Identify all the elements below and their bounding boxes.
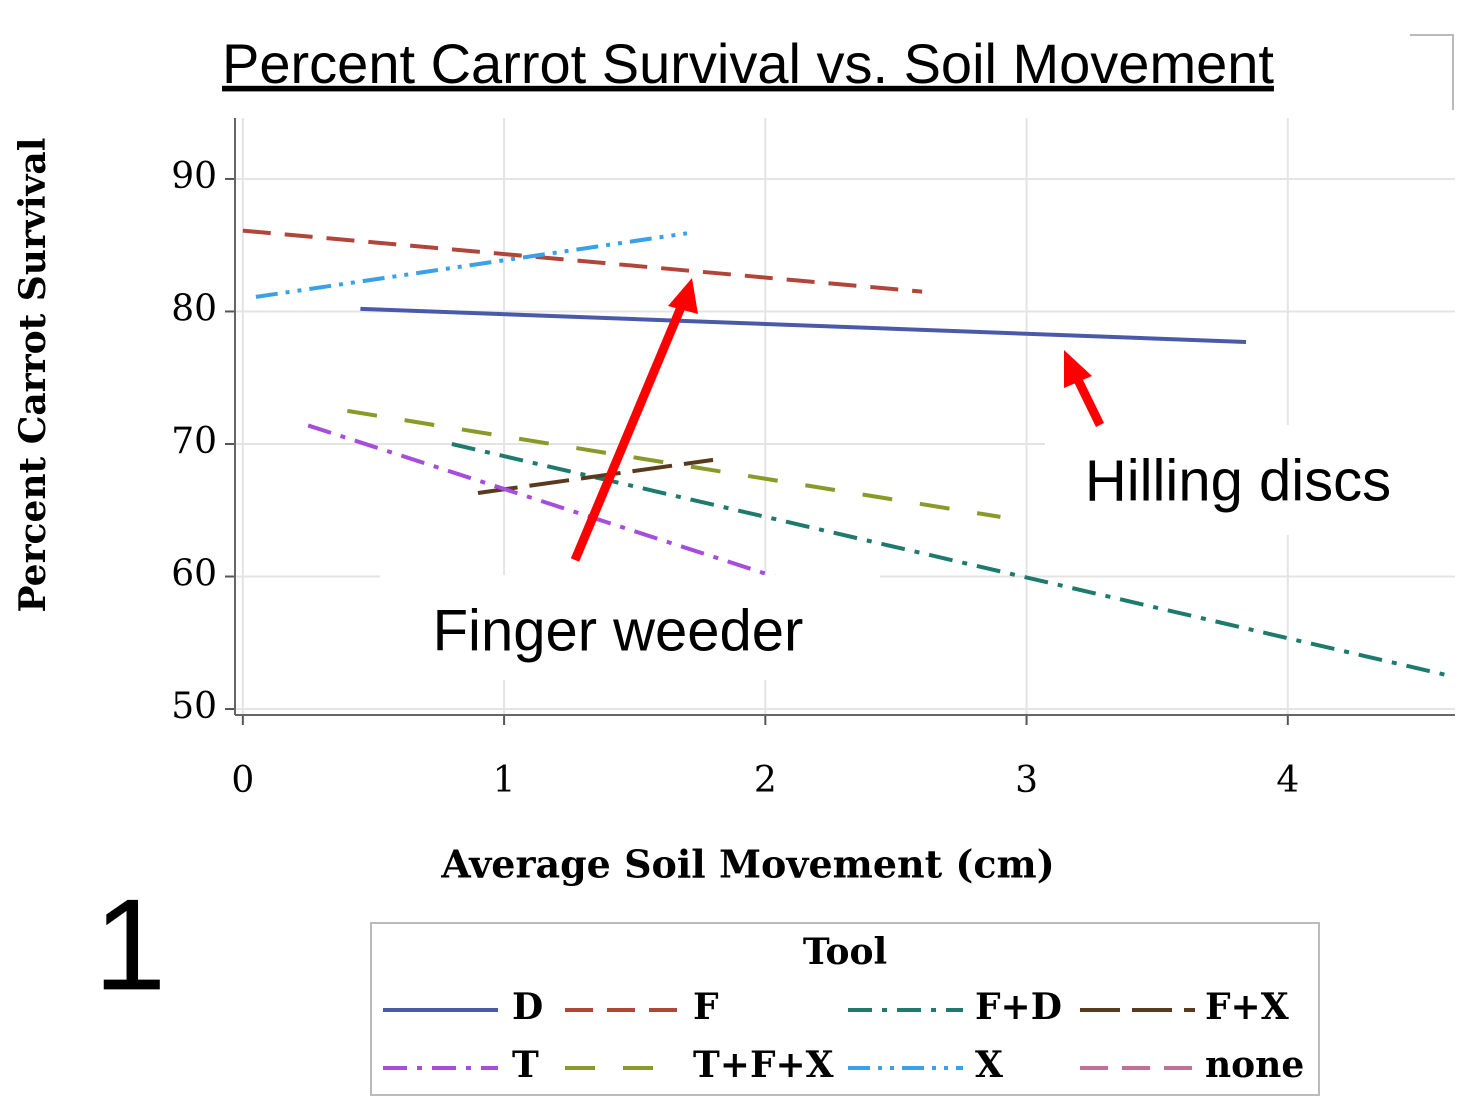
x-tick-label: 0 (231, 760, 254, 801)
panel-number: 1 (94, 871, 166, 1017)
annotation: Finger weeder (433, 598, 804, 663)
legend-box (370, 922, 1320, 1096)
series-line (242, 228, 923, 294)
legend-label: D (512, 986, 543, 1028)
y-tick-label: 80 (171, 288, 217, 329)
y-tick-label: 50 (171, 686, 217, 727)
series-line (347, 408, 1001, 519)
legend-label: F+X (1205, 986, 1289, 1028)
annotations: Finger weeder Hilling discs (380, 278, 1460, 680)
legend-title: Tool (803, 931, 887, 973)
arrow (1073, 378, 1105, 427)
annotation-box (380, 575, 880, 680)
series-line (360, 306, 1247, 344)
chart-title: Percent Carrot Survival vs. Soil Movemen… (222, 32, 1274, 95)
annotation: Hilling discs (1085, 448, 1391, 513)
legend-label: F+D (975, 986, 1062, 1028)
y-tick-label: 60 (171, 554, 217, 595)
series-line (451, 442, 1446, 677)
annotation-box (1045, 425, 1460, 535)
legend-label: X (975, 1044, 1003, 1086)
x-tick-label: 4 (1276, 760, 1299, 801)
x-tick-label: 2 (754, 760, 777, 801)
y-tick-label: 90 (171, 156, 217, 197)
legend-label: T (512, 1044, 539, 1086)
x-tick-label: 3 (1015, 760, 1038, 801)
legend-label: F (693, 986, 719, 1028)
arrow-head (1064, 350, 1092, 388)
frame (1410, 34, 1454, 110)
series-line (255, 231, 688, 299)
y-tick-label: 70 (171, 421, 217, 462)
series-line (477, 457, 714, 496)
x-axis-label: Average Soil Movement (cm) (440, 842, 1054, 887)
series-line (307, 423, 779, 580)
y-axis-label: Percent Carrot Survival (12, 138, 54, 613)
arrow-head (668, 278, 698, 314)
x-tick-label: 1 (493, 760, 516, 801)
arrow (570, 298, 689, 562)
legend-label: none (1205, 1044, 1304, 1086)
legend-label: T+F+X (693, 1044, 834, 1086)
